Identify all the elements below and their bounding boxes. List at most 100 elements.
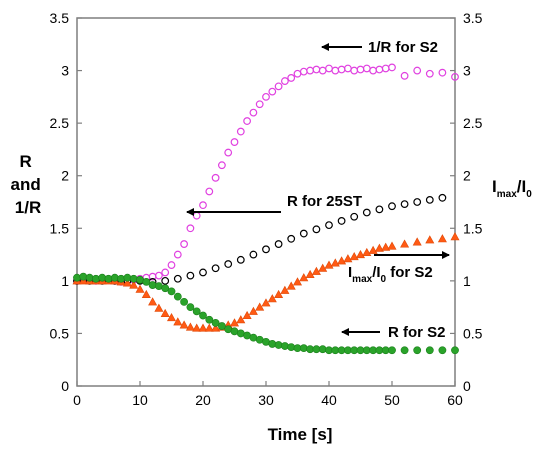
point-imax_s2	[160, 308, 170, 317]
point-r_25st	[325, 221, 333, 230]
point-imax_s2	[148, 297, 158, 306]
point-r_25st	[287, 234, 296, 243]
y-left-tick-label: 0	[61, 378, 69, 394]
point-r_25st	[438, 193, 447, 202]
point-r_25st	[362, 208, 371, 217]
point-r_s2	[280, 342, 289, 350]
point-imax_s2	[255, 302, 265, 311]
point-imax_s2	[387, 241, 397, 250]
point-one_over_r_s2	[236, 127, 245, 136]
point-one_over_r_s2	[281, 77, 289, 85]
point-one_over_r_s2	[369, 66, 378, 75]
y-left-tick-label: 3.5	[50, 10, 70, 26]
point-imax_s2	[242, 310, 252, 320]
point-one_over_r_s2	[217, 161, 226, 170]
point-one_over_r_s2	[180, 240, 189, 248]
point-imax_s2	[198, 323, 208, 332]
annotations: 1/R for S2 R for 25ST Imax/I0 for S2 R f…	[186, 39, 450, 341]
point-one_over_r_s2	[173, 250, 182, 259]
x-tick-label: 0	[73, 392, 81, 408]
point-one_over_r_s2	[154, 271, 163, 280]
y-left-axis-title: R and 1/R	[11, 152, 46, 217]
y-left-tick-label: 1.5	[50, 220, 70, 236]
point-r_s2	[274, 341, 283, 349]
point-one_over_r_s2	[199, 201, 207, 210]
y-left-tick-label: 1	[61, 273, 69, 289]
point-r_s2	[192, 307, 201, 316]
point-one_over_r_s2	[425, 69, 434, 78]
point-one_over_r_s2	[312, 65, 321, 74]
point-imax_s2	[229, 318, 240, 327]
point-r_s2	[268, 340, 277, 348]
point-imax_s2	[185, 322, 195, 331]
point-r_25st	[312, 225, 321, 234]
y-right-tick-label: 0	[463, 378, 471, 394]
point-r_25st	[388, 202, 396, 211]
y-left-tick-label: 0.5	[50, 325, 70, 341]
point-imax_s2	[236, 315, 246, 324]
y-right-tick-label: 1	[463, 273, 471, 289]
point-r_s2	[180, 297, 188, 306]
point-one_over_r_s2	[161, 268, 170, 277]
point-one_over_r_s2	[362, 64, 371, 73]
point-r_s2	[110, 273, 119, 282]
point-one_over_r_s2	[192, 211, 201, 220]
point-r_s2	[400, 346, 409, 355]
point-one_over_r_s2	[325, 64, 333, 73]
point-imax_s2	[381, 242, 391, 251]
point-imax_s2	[437, 234, 447, 243]
point-r_s2	[117, 274, 125, 283]
point-one_over_r_s2	[306, 66, 315, 75]
point-r_25st	[337, 217, 346, 225]
point-r_s2	[199, 311, 207, 320]
point-imax_s2	[248, 306, 258, 315]
point-r_25st	[161, 276, 170, 285]
point-one_over_r_s2	[205, 187, 214, 196]
point-r_s2	[85, 273, 94, 282]
point-imax_s2	[261, 298, 271, 307]
point-imax_s2	[305, 269, 315, 279]
point-r_s2	[205, 315, 214, 324]
x-tick-label: 50	[384, 392, 400, 408]
point-one_over_r_s2	[356, 65, 365, 74]
point-r_s2	[148, 281, 157, 289]
point-one_over_r_s2	[381, 64, 390, 73]
series-r_s2	[73, 272, 459, 355]
y-left-axis-title-line-3: 1/R	[15, 198, 41, 217]
point-r_s2	[425, 346, 434, 355]
point-one_over_r_s2	[451, 72, 459, 81]
point-one_over_r_s2	[255, 100, 264, 109]
point-r_s2	[217, 322, 226, 330]
point-imax_s2	[450, 232, 460, 241]
point-r_s2	[142, 278, 151, 286]
point-imax_s2	[192, 323, 202, 332]
point-one_over_r_s2	[299, 67, 308, 76]
point-imax_s2	[324, 260, 334, 269]
point-imax_s2	[154, 303, 164, 312]
point-r_s2	[299, 344, 308, 353]
point-one_over_r_s2	[224, 148, 233, 157]
point-imax_s2	[166, 313, 177, 322]
point-imax_s2	[374, 243, 384, 252]
point-one_over_r_s2	[211, 173, 220, 182]
point-imax_s2	[349, 252, 359, 261]
point-r_25st	[211, 264, 220, 273]
point-r_s2	[318, 345, 327, 354]
x-tick-label: 60	[447, 392, 463, 408]
point-r_s2	[287, 343, 296, 351]
y-right-tick-label: 3	[463, 63, 471, 79]
point-imax_s2	[274, 289, 284, 299]
point-imax_s2	[400, 239, 410, 248]
point-one_over_r_s2	[274, 82, 283, 91]
point-r_s2	[123, 273, 132, 282]
point-imax_s2	[425, 235, 435, 244]
point-imax_s2	[412, 237, 422, 246]
point-r_s2	[451, 346, 459, 355]
point-imax_s2	[355, 249, 366, 259]
point-r_25st	[186, 271, 195, 280]
point-imax_s2	[173, 317, 183, 326]
y-left-axis-title-line-2: and	[11, 175, 41, 194]
point-one_over_r_s2	[293, 69, 302, 78]
point-one_over_r_s2	[350, 66, 359, 75]
point-imax_s2	[129, 280, 139, 289]
